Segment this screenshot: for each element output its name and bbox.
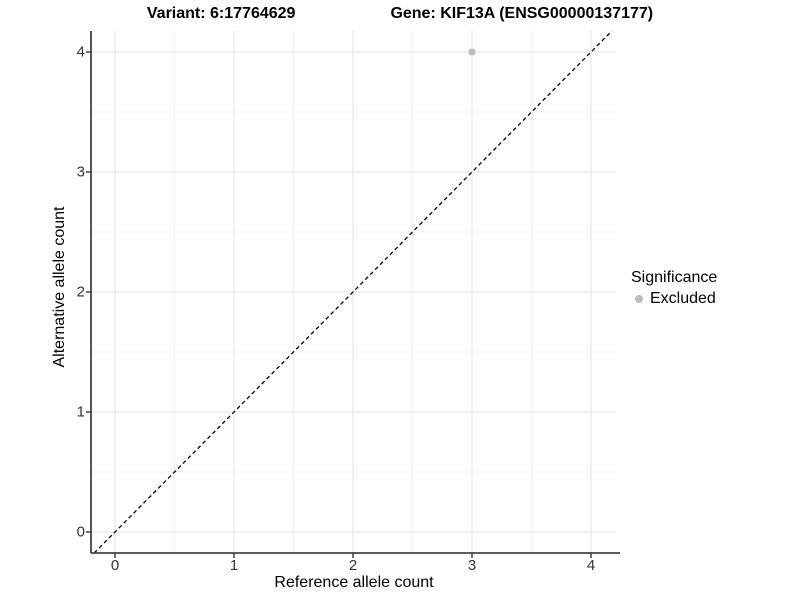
gene-title: Gene: KIF13A (ENSG00000137177) [390, 5, 654, 22]
data-point [468, 48, 476, 56]
x-tick-label: 4 [586, 557, 596, 574]
legend-item-excluded: Excluded [631, 290, 717, 308]
x-tick-label: 2 [348, 557, 358, 574]
y-tick-label: 3 [76, 163, 85, 181]
y-tick-label: 2 [76, 283, 85, 301]
identity-line [93, 30, 613, 554]
legend-point-icon [635, 295, 643, 303]
y-tick-label: 0 [76, 523, 85, 541]
legend: Significance Excluded [631, 269, 717, 308]
x-tick-label: 1 [229, 557, 239, 574]
variant-title: Variant: 6:17764629 [146, 5, 296, 22]
y-tick-label: 4 [76, 43, 85, 61]
y-axis-title: Alternative allele count [51, 206, 68, 368]
x-axis-title: Reference allele count [274, 574, 434, 591]
legend-title: Significance [631, 269, 718, 286]
plot-title: Variant: 6:17764629 Gene: KIF13A (ENSG00… [0, 5, 800, 23]
x-tick-label: 3 [467, 557, 477, 574]
x-tick-label: 0 [110, 557, 120, 574]
legend-item-label: Excluded [650, 290, 716, 307]
y-tick-label: 1 [76, 403, 85, 421]
